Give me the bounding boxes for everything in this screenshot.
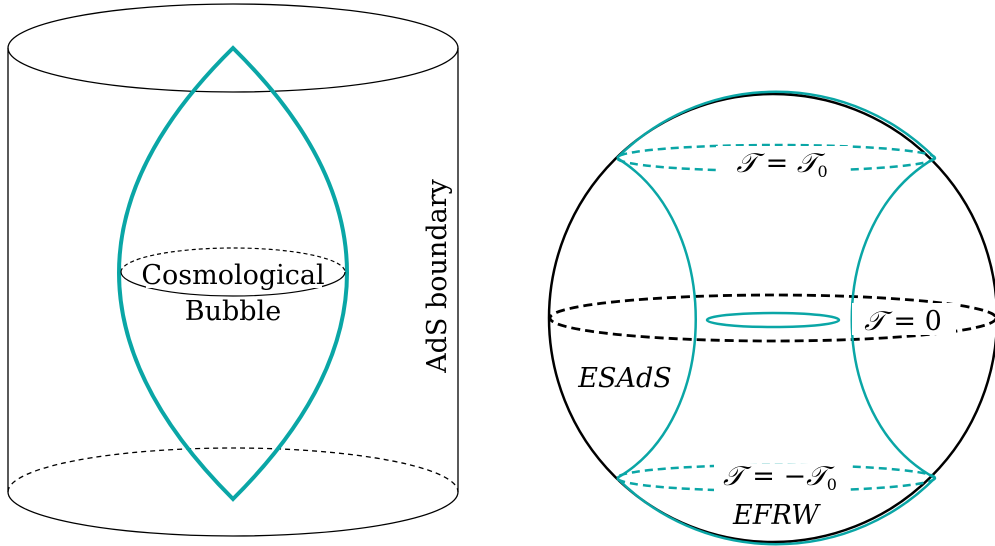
bubble-lens (117, 45, 349, 502)
efrw-region-label: EFRW (732, 500, 821, 531)
esads-region-label: ESAdS (577, 363, 672, 394)
bottom-label-backdrop (714, 464, 848, 496)
bubble-equator-front-arc (120, 271, 346, 297)
sphere-top-cap (616, 90, 936, 159)
throat-ellipse (705, 311, 841, 329)
bottom-slice-label: 𝒯 = −𝒯0 (723, 461, 837, 494)
ads-boundary-label: AdS boundary (422, 178, 453, 373)
top-label-backdrop (716, 146, 848, 178)
right-wormhole-curve (850, 156, 936, 480)
middle-label-backdrop (852, 303, 956, 335)
cylinder-bottom-front-arc (7, 491, 459, 537)
top-slice-label: 𝒯 = 𝒯0 (736, 148, 827, 181)
bubble-label-line1: Cosmological (141, 260, 324, 291)
cylinder-bottom-back-arc (7, 447, 459, 493)
bubble-label-backdrop (146, 260, 322, 288)
equator-label: 𝒯 = 0 (864, 306, 942, 337)
ads-cylinder (7, 3, 459, 537)
sphere-equator (548, 293, 995, 343)
sphere-bottom-cap (616, 477, 936, 546)
left-wormhole-curve (616, 156, 697, 480)
bubble-equator-back-arc (120, 247, 346, 273)
bubble-equator (120, 247, 346, 297)
bubble-label-line2: Bubble (185, 296, 281, 327)
